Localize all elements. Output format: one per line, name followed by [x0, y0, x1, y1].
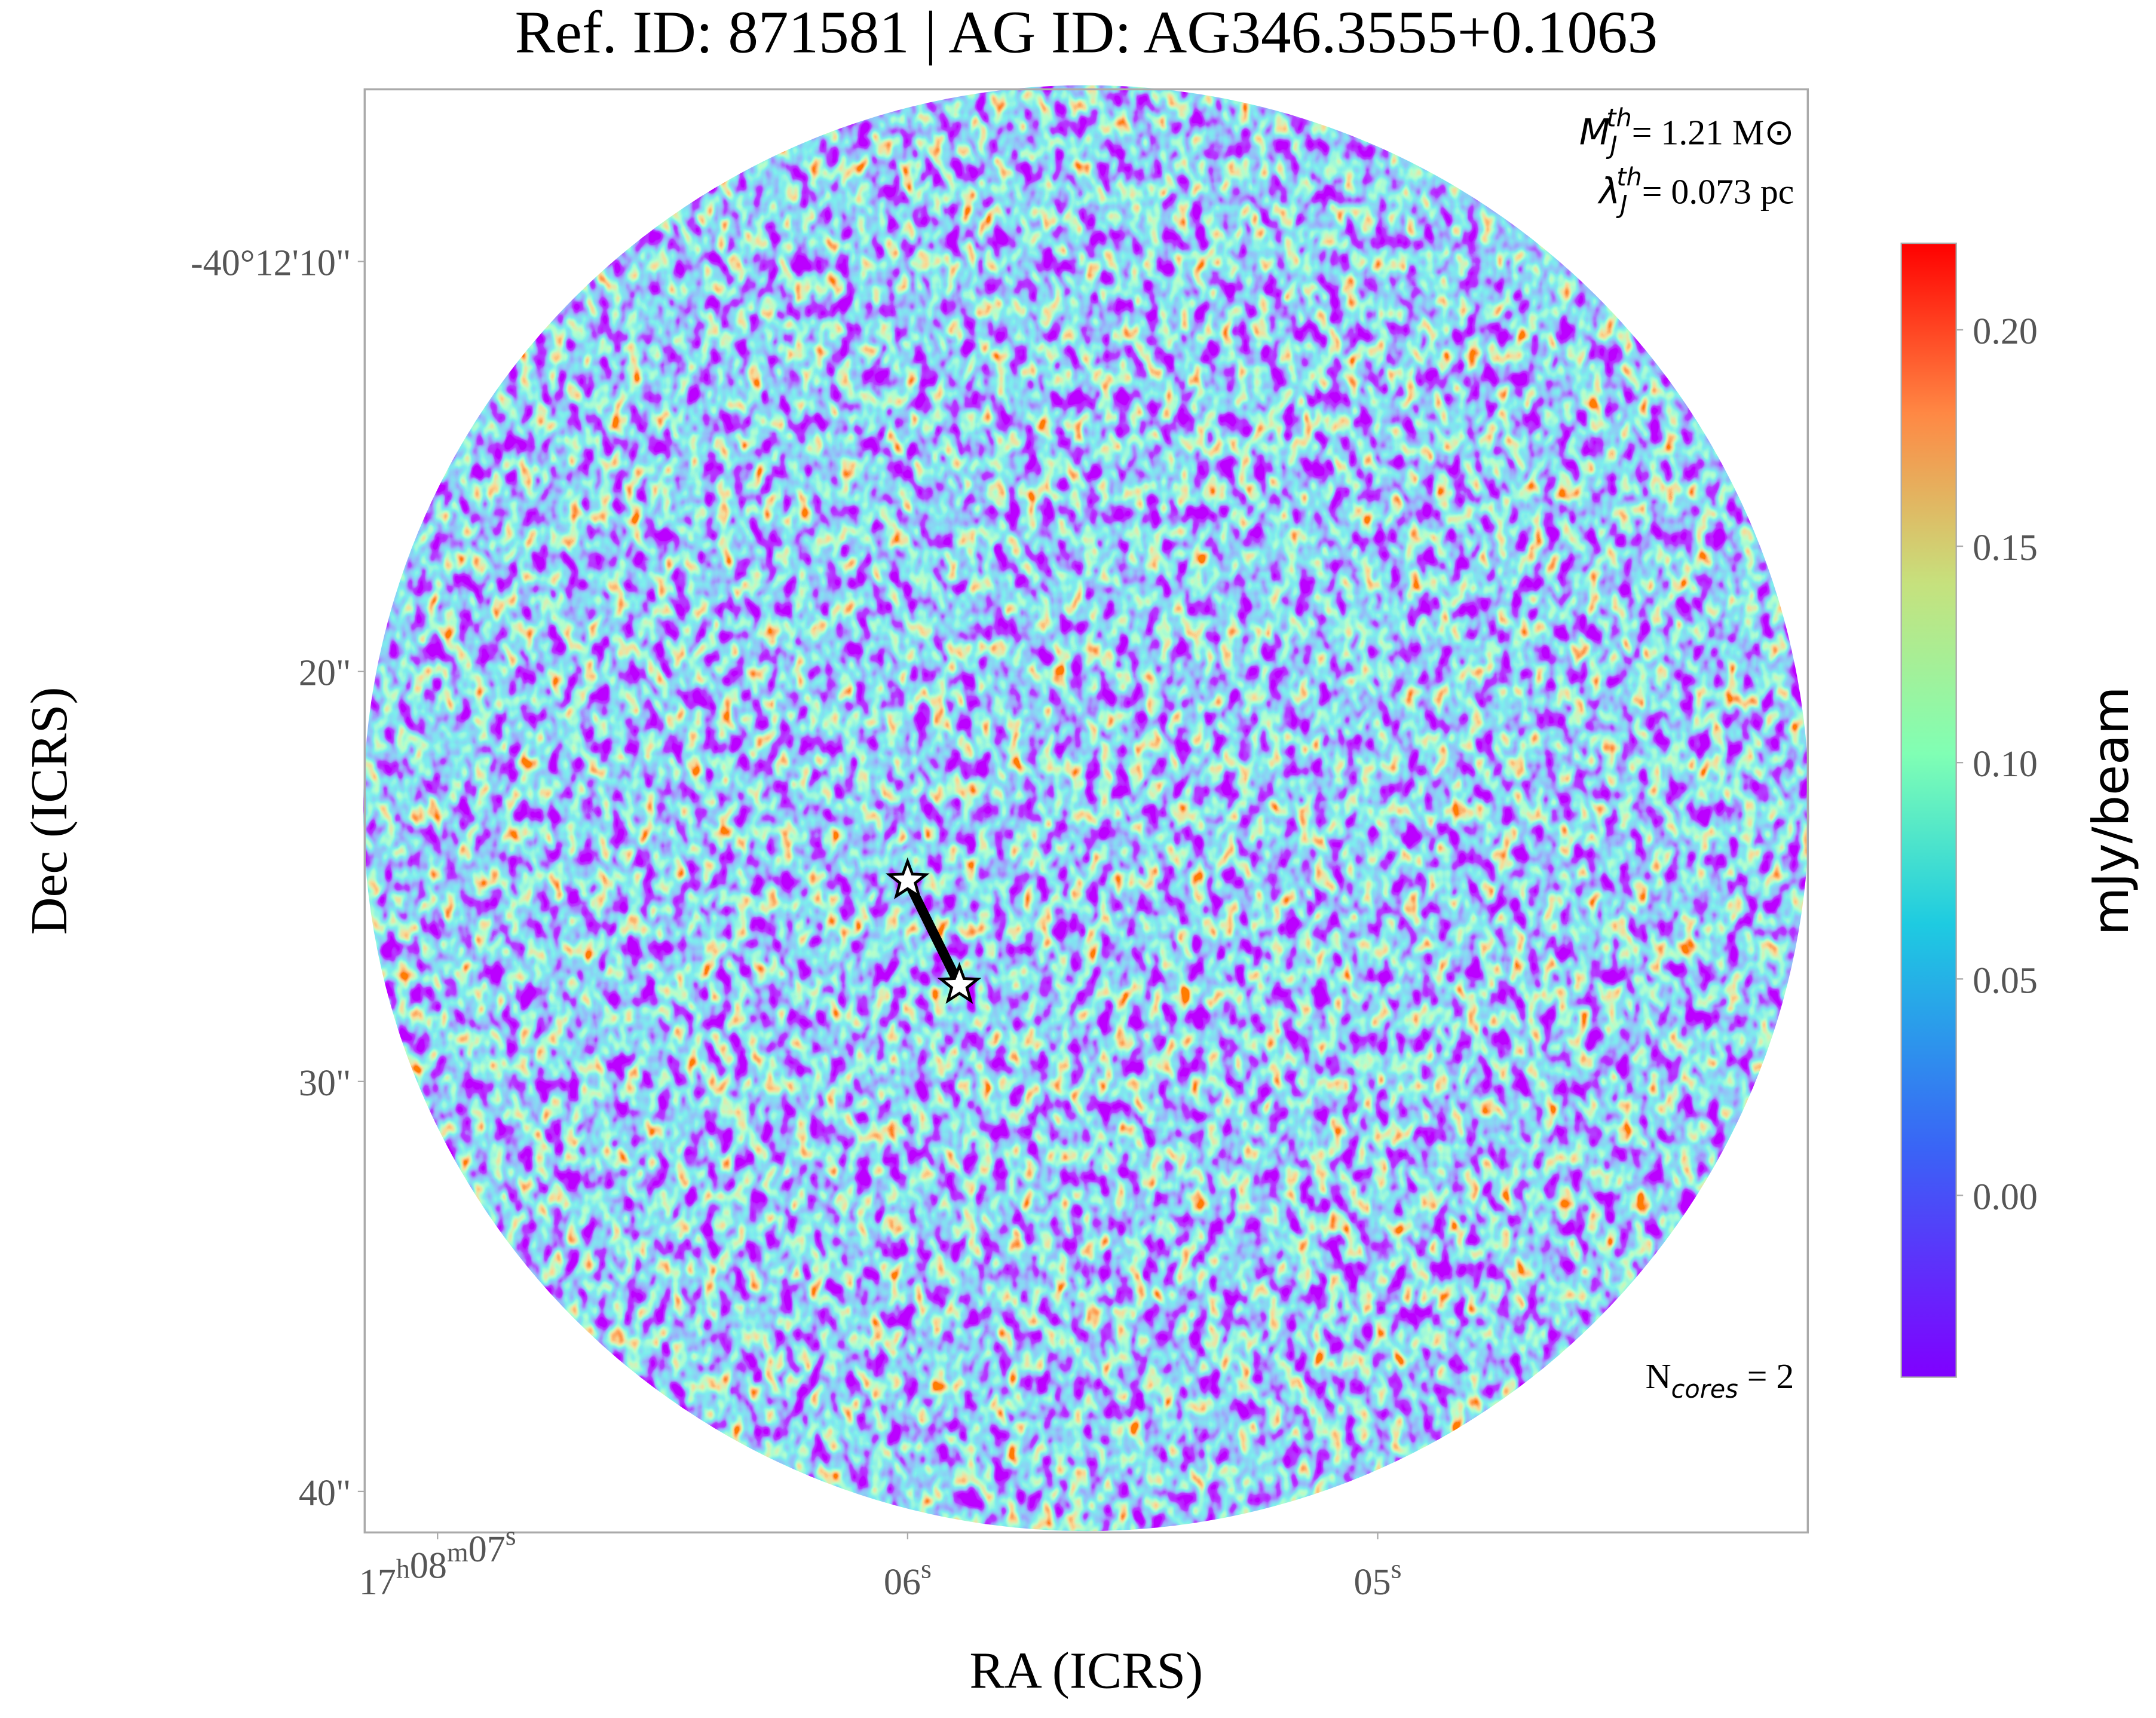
annotation-text: = 0.073 pc [1642, 172, 1794, 211]
annotation-symbol: λ [1597, 170, 1620, 212]
colorbar-tick-label: 0.20 [1973, 311, 2038, 352]
core-marker [885, 857, 930, 899]
annotation-symbol: N [1645, 1356, 1671, 1396]
annotation: MJth= 1.21 M⊙ [1579, 104, 1794, 160]
annotation-sup: th [1606, 104, 1631, 133]
y-tick-label: -40°12'10" [191, 243, 351, 284]
annotation-text: = 2 [1738, 1356, 1794, 1396]
colorbar-label: mJy/beam [2082, 687, 2140, 936]
y-tick-label: 20" [299, 653, 351, 694]
x-tick-label: 17h08m07s [359, 1520, 516, 1603]
annotation-text: = 1.21 M⊙ [1632, 113, 1794, 152]
colorbar-tick-label: 0.00 [1973, 1177, 2038, 1217]
colorbar-tick-label: 0.10 [1973, 744, 2038, 785]
y-tick-label: 30" [299, 1063, 351, 1104]
chart-title: Ref. ID: 871581 | AG ID: AG346.3555+0.10… [514, 0, 1658, 65]
x-tick-label: 05s [1354, 1553, 1402, 1603]
x-tick-label: 06s [884, 1553, 932, 1603]
colorbar-tick-label: 0.05 [1973, 960, 2038, 1001]
annotation: Ncores = 2 [1645, 1356, 1794, 1404]
y-axis-label: Dec (ICRS) [20, 687, 78, 935]
colorbar-tick-label: 0.15 [1973, 528, 2038, 568]
axes-frame [363, 88, 1809, 1534]
annotation-symbol: M [1579, 112, 1610, 154]
annotation-sub: cores [1671, 1375, 1738, 1404]
colorbar [1900, 242, 1957, 1378]
y-tick-label: 40" [299, 1473, 351, 1514]
emission-map [363, 85, 1809, 1532]
annotation: λJth= 0.073 pc [1597, 163, 1794, 219]
core-link [903, 878, 964, 988]
annotation-sup: th [1616, 163, 1642, 192]
x-axis-label: RA (ICRS) [969, 1641, 1203, 1699]
core-marker [937, 961, 982, 1004]
